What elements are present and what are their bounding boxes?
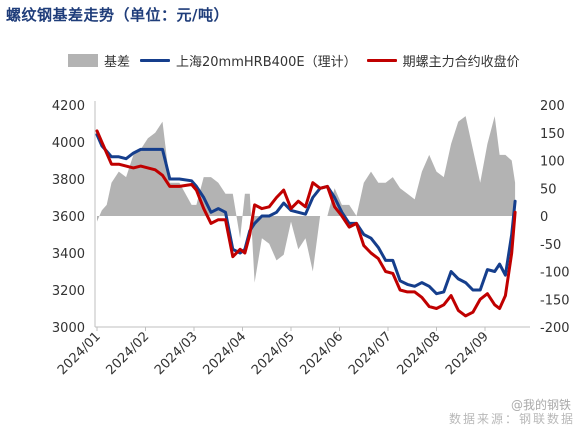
legend-swatch-futures-price — [366, 59, 397, 62]
legend-item-futures-price: 期螺主力合约收盘价 — [366, 51, 520, 70]
x-tick-label: 2024/07 — [346, 329, 395, 378]
x-tick-label: 2024/01 — [55, 329, 104, 378]
spot-price-line — [95, 133, 517, 296]
basis-area — [97, 116, 516, 283]
y-right-tick-label: -100 — [540, 266, 570, 281]
y-left-tick-label: 3000 — [52, 321, 85, 336]
futures-price-line — [95, 129, 517, 318]
y-left-tick-label: 3400 — [52, 247, 85, 262]
legend-swatch-spot-price — [140, 59, 171, 62]
y-left-tick-label: 3800 — [52, 173, 85, 188]
legend-label-spot-price: 上海20mmHRB400E（理计） — [176, 55, 357, 70]
y-right-tick-label: 0 — [540, 210, 548, 225]
x-tick-label: 2024/09 — [443, 329, 492, 378]
x-tick-label: 2024/02 — [104, 329, 153, 378]
y-left-tick-label: 4000 — [52, 136, 85, 151]
price-line-series — [95, 129, 517, 318]
legend-item-basis: 基差 — [68, 51, 130, 70]
y-right-tick-label: -150 — [540, 293, 570, 308]
legend-swatch-basis — [68, 54, 98, 67]
y-right-tick-label: -200 — [540, 321, 570, 336]
x-tick-label: 2024/06 — [298, 329, 347, 378]
x-tick-label: 2024/04 — [201, 329, 250, 378]
y-right-tick-label: 200 — [540, 99, 565, 114]
chart-title: 螺纹钢基差走势（单位：元/吨） — [6, 6, 229, 24]
chart-legend: 基差 上海20mmHRB400E（理计） 期螺主力合约收盘价 — [68, 51, 530, 70]
legend-label-basis: 基差 — [104, 55, 131, 70]
legend-label-futures-price: 期螺主力合约收盘价 — [402, 55, 520, 70]
y-right-tick-label: 50 — [540, 182, 557, 197]
y-left-tick-label: 3200 — [52, 284, 85, 299]
watermark-text: @我的钢铁 — [510, 398, 571, 412]
y-right-tick-label: 100 — [540, 155, 565, 170]
x-tick-label: 2024/05 — [249, 329, 298, 378]
y-right-tick-label: 150 — [540, 127, 565, 142]
y-left-tick-label: 3600 — [52, 210, 85, 225]
y-left-tick-label: 4200 — [52, 99, 85, 114]
basis-area-series — [97, 116, 516, 283]
x-tick-label: 2024/08 — [395, 329, 444, 378]
x-tick-label: 2024/03 — [152, 329, 201, 378]
data-source-text: 数据来源：钢联数据 — [448, 412, 575, 426]
y-right-tick-label: -50 — [540, 238, 561, 253]
legend-item-spot-price: 上海20mmHRB400E（理计） — [140, 51, 357, 70]
